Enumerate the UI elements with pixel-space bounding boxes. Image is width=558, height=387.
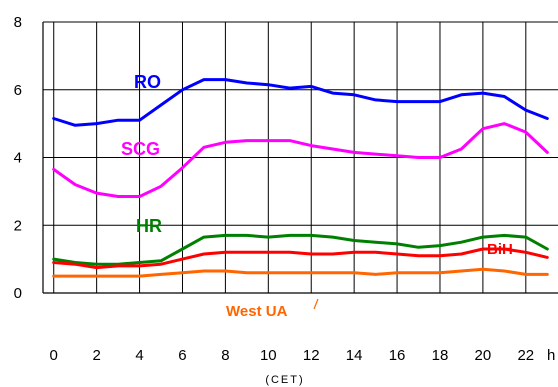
chart-axes	[42, 22, 558, 294]
series-label-west-ua: West UA	[226, 303, 288, 320]
x-tick-label: 0	[50, 347, 58, 364]
series-line-bih	[52, 247, 549, 270]
chart-series	[52, 78, 549, 278]
x-tick-label: 16	[389, 347, 406, 364]
series-label-scg: SCG	[121, 139, 160, 159]
x-tick-label: 4	[135, 347, 143, 364]
y-tick-label: 0	[14, 285, 22, 302]
chart-tick-labels: 0 2 4 6 8 0 2 4 6 8 10 12 14 16 18 20 22 h	[14, 14, 556, 364]
series-label-ro: RO	[134, 72, 161, 92]
west-ua-leader-mark	[313, 298, 319, 310]
x-tick-label: 6	[178, 347, 186, 364]
series-line-scg	[52, 122, 549, 198]
x-tick-label: 20	[475, 347, 492, 364]
x-tick-label: 8	[221, 347, 229, 364]
x-tick-label: 2	[92, 347, 100, 364]
x-tick-label: 18	[432, 347, 449, 364]
chart-series-labels: RO SCG HR BiH West UA	[121, 72, 513, 320]
y-tick-label: 8	[14, 14, 22, 31]
series-label-bih: BiH	[487, 241, 513, 258]
x-axis-label: (CET)	[265, 374, 304, 386]
x-tick-label: 12	[303, 347, 320, 364]
y-tick-label: 2	[14, 217, 22, 234]
x-tick-label: 14	[346, 347, 363, 364]
x-tick-label: 10	[260, 347, 277, 364]
series-label-hr: HR	[136, 216, 162, 236]
x-tick-label: 22	[517, 347, 534, 364]
x-unit-label: h	[547, 347, 555, 364]
series-line-hr	[52, 233, 549, 266]
series-line-ro	[52, 78, 549, 127]
y-tick-label: 4	[14, 150, 22, 167]
y-tick-label: 6	[14, 82, 22, 99]
series-line-west-ua	[52, 267, 549, 278]
